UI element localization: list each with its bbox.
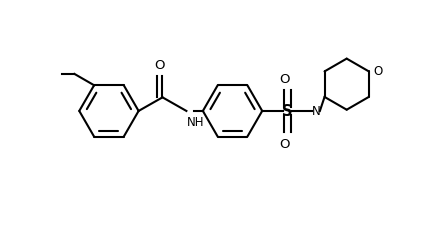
Text: S: S [282, 104, 292, 119]
Text: O: O [279, 72, 290, 85]
Text: NH: NH [187, 115, 205, 128]
Text: O: O [155, 58, 165, 71]
Text: O: O [373, 64, 382, 77]
Text: O: O [279, 138, 290, 151]
Text: N: N [312, 105, 320, 118]
